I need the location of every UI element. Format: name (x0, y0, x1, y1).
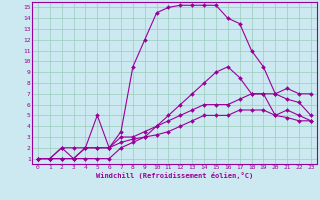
X-axis label: Windchill (Refroidissement éolien,°C): Windchill (Refroidissement éolien,°C) (96, 172, 253, 179)
